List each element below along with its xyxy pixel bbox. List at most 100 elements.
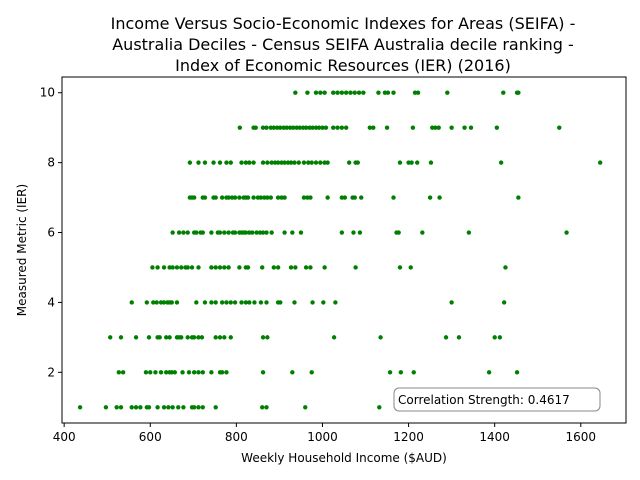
x-axis-label: Weekly Household Income ($AUD) xyxy=(241,451,447,465)
data-point xyxy=(222,335,227,340)
data-point xyxy=(285,160,291,165)
data-point xyxy=(385,90,391,95)
data-point xyxy=(377,405,382,410)
data-point xyxy=(253,125,258,130)
data-point xyxy=(158,370,164,375)
data-point xyxy=(250,230,255,235)
data-point xyxy=(213,195,218,200)
data-point xyxy=(498,160,504,165)
data-point xyxy=(275,265,281,270)
data-point xyxy=(564,230,569,235)
data-point xyxy=(325,160,330,165)
data-point xyxy=(492,335,497,340)
data-point xyxy=(342,195,348,200)
data-point xyxy=(209,300,214,305)
data-point xyxy=(268,195,274,200)
data-point xyxy=(185,265,190,270)
data-point xyxy=(213,405,218,410)
data-point xyxy=(219,195,225,200)
data-point xyxy=(213,265,218,270)
data-point xyxy=(351,230,356,235)
data-point xyxy=(213,300,218,305)
data-point xyxy=(146,335,152,340)
data-point xyxy=(196,370,201,375)
data-point xyxy=(155,405,160,410)
data-point xyxy=(306,160,311,165)
data-point xyxy=(229,195,235,200)
data-point xyxy=(200,370,205,375)
data-point xyxy=(219,370,225,375)
chart-title-line-1: Income Versus Socio-Economic Indexes for… xyxy=(111,14,576,33)
data-point xyxy=(279,195,284,200)
y-tick-label: 2 xyxy=(47,365,55,379)
plot-area xyxy=(61,76,627,424)
data-point xyxy=(391,195,396,200)
data-point xyxy=(293,265,298,270)
data-point xyxy=(282,230,287,235)
data-point xyxy=(322,265,327,270)
data-point xyxy=(196,265,201,270)
data-point xyxy=(226,230,231,235)
data-point xyxy=(255,195,261,200)
data-point xyxy=(321,300,326,305)
data-point xyxy=(288,265,294,270)
data-point xyxy=(161,405,167,410)
data-point xyxy=(384,125,390,130)
data-point xyxy=(260,335,266,340)
data-point xyxy=(409,160,414,165)
data-point xyxy=(154,300,159,305)
data-point xyxy=(247,230,252,235)
data-point xyxy=(293,90,298,95)
data-point xyxy=(200,405,205,410)
data-point xyxy=(264,405,269,410)
data-point xyxy=(294,125,299,130)
data-point xyxy=(278,300,283,305)
data-point xyxy=(176,405,181,410)
data-point xyxy=(382,90,388,95)
data-point xyxy=(335,90,340,95)
data-point xyxy=(262,195,267,200)
data-point xyxy=(339,230,345,235)
data-point xyxy=(331,335,337,340)
data-point xyxy=(202,160,208,165)
data-point xyxy=(320,125,325,130)
data-point xyxy=(258,195,264,200)
x-axis-ticks: 400 600 800 1000 1200 1400 1600 xyxy=(53,423,596,444)
data-point xyxy=(143,370,149,375)
data-point xyxy=(166,405,171,410)
data-point xyxy=(189,265,195,270)
data-point xyxy=(264,125,269,130)
data-point xyxy=(228,300,233,305)
data-point xyxy=(352,195,357,200)
data-point xyxy=(180,370,185,375)
data-point xyxy=(237,195,242,200)
data-point xyxy=(170,230,175,235)
data-point xyxy=(252,300,257,305)
data-point xyxy=(271,265,277,270)
data-point xyxy=(503,265,508,270)
data-point xyxy=(237,125,243,130)
x-tick-label: 1600 xyxy=(566,430,597,444)
data-point xyxy=(494,125,500,130)
data-point xyxy=(179,265,184,270)
data-point xyxy=(346,160,352,165)
data-point xyxy=(397,265,403,270)
data-point xyxy=(516,195,521,200)
data-point xyxy=(259,405,265,410)
data-point xyxy=(219,300,225,305)
data-point xyxy=(271,125,277,130)
data-point xyxy=(387,370,393,375)
data-point xyxy=(292,160,297,165)
data-point xyxy=(318,160,323,165)
data-point xyxy=(199,335,205,340)
y-tick-label: 6 xyxy=(47,226,55,240)
data-point xyxy=(367,125,373,130)
correlation-annotation-box xyxy=(393,387,601,412)
data-point xyxy=(414,160,420,165)
data-point xyxy=(557,125,562,130)
data-point xyxy=(408,265,413,270)
data-point xyxy=(170,405,175,410)
data-point xyxy=(282,195,287,200)
data-point xyxy=(169,300,174,305)
data-point xyxy=(428,160,434,165)
